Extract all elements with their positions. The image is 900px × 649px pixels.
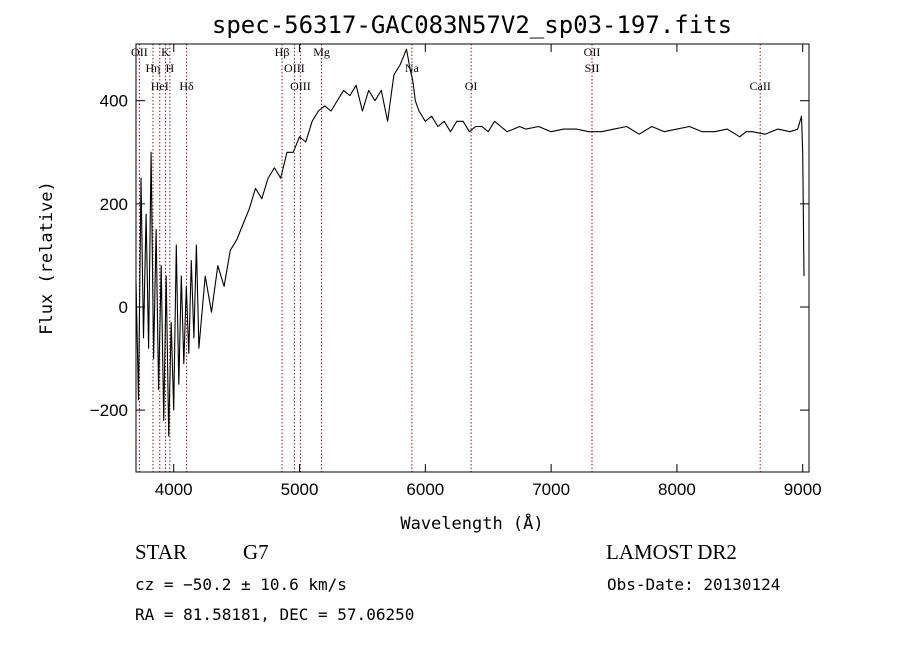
spectrum-line: [135, 48, 805, 437]
y-tick-label-3: 400: [100, 92, 128, 111]
spectral-line-label-3: K: [161, 45, 170, 59]
y-tick-label-1: 0: [119, 298, 128, 317]
y-tick-label-0: −200: [90, 401, 128, 420]
coordinates-readout: RA = 81.58181, DEC = 57.06250: [135, 605, 414, 624]
spectral-line-label-0: OII: [131, 45, 148, 59]
y-tick-label-2: 200: [100, 195, 128, 214]
spectral-line-label-9: Mg: [313, 45, 330, 59]
axis-ticks: 4000 5000 6000 7000 8000 9000 −200 0 200 400: [90, 44, 822, 499]
chart-title: spec-56317-GAC083N57V2_sp03-197.fits: [212, 11, 732, 39]
x-tick-label-1: 5000: [281, 480, 319, 499]
x-axis-label: Wavelength (Å): [400, 512, 543, 534]
spectral-line-label-7: OIII: [284, 61, 305, 75]
spectral-line-label-8: OIII: [290, 79, 311, 93]
redshift-readout: cz = −50.2 ± 10.6 km/s: [135, 575, 347, 594]
object-subclass: G7: [243, 540, 269, 564]
x-tick-label-5: 9000: [784, 480, 822, 499]
spectral-line-label-14: CaII: [750, 79, 771, 93]
spectral-line-label-1: Hη: [146, 61, 161, 75]
spectral-line-label-10: Na: [405, 61, 420, 75]
y-axis-label: Flux (relative): [37, 181, 57, 335]
plot-frame: [135, 43, 810, 473]
survey-name: LAMOST DR2: [606, 540, 737, 564]
spectrum-curve: [135, 48, 805, 437]
spectral-line-label-5: Hδ: [179, 79, 194, 93]
spectral-line-label-11: OI: [465, 79, 478, 93]
x-tick-label-3: 7000: [532, 480, 570, 499]
object-class: STAR: [135, 540, 187, 564]
spectral-line-label-6: Hβ: [275, 45, 290, 59]
x-tick-label-2: 6000: [406, 480, 444, 499]
observation-date: Obs-Date: 20130124: [607, 575, 780, 594]
x-tick-label-4: 8000: [658, 480, 696, 499]
spectral-line-label-2: HeI: [151, 79, 169, 93]
x-tick-label-0: 4000: [155, 480, 193, 499]
spectral-line-label-4: H: [166, 61, 175, 75]
spectral-line-label-13: SII: [585, 61, 600, 75]
